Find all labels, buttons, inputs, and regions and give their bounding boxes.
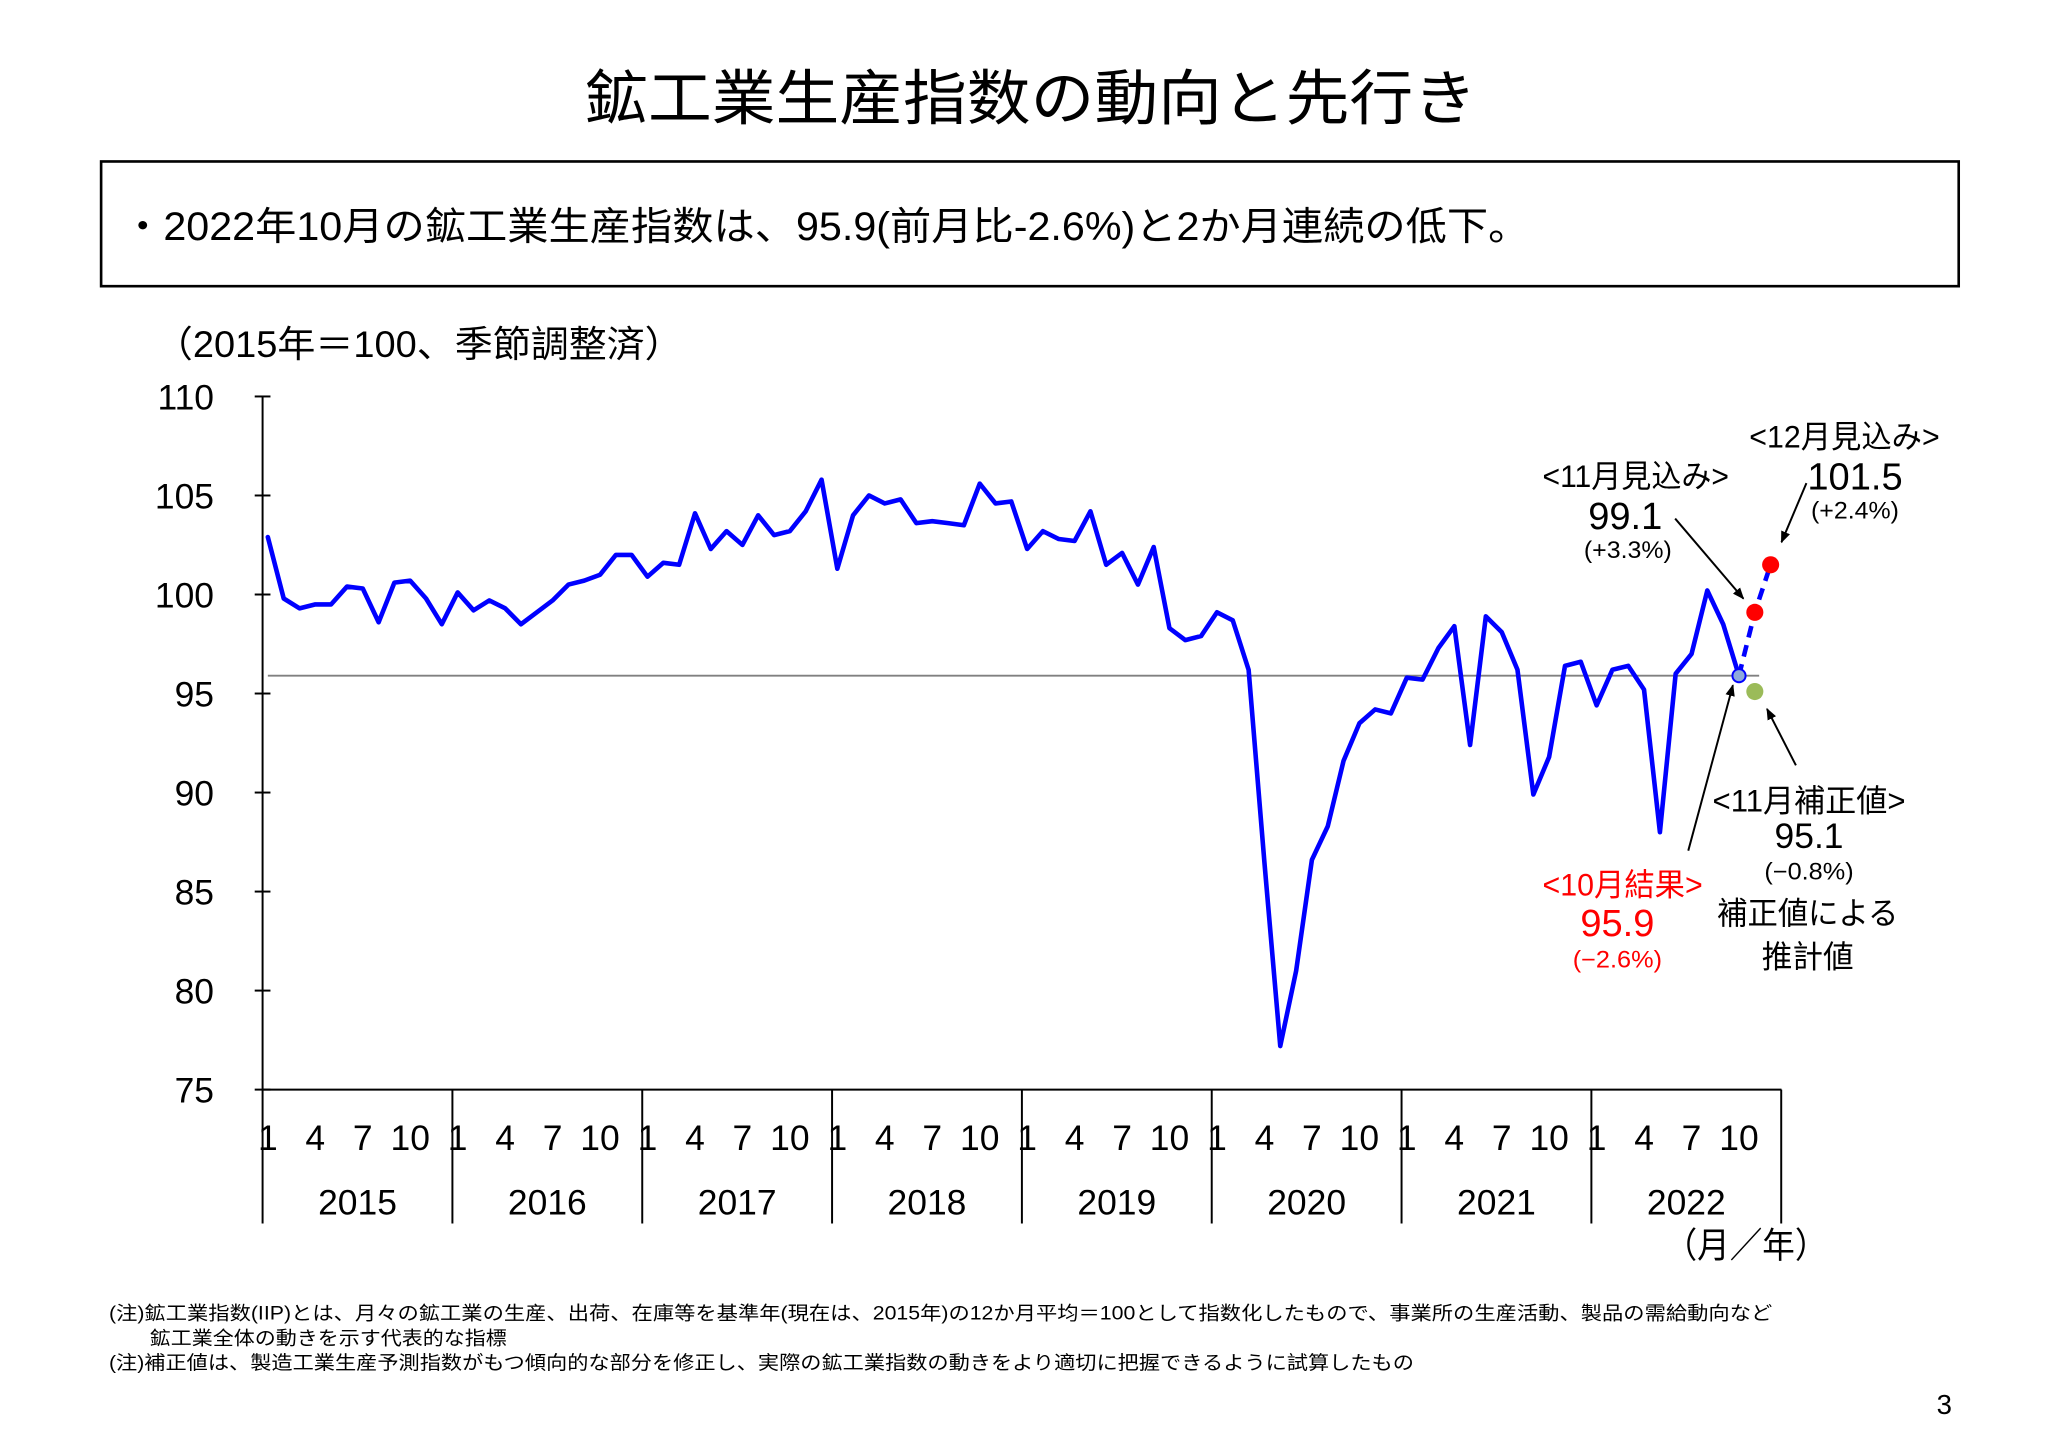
nov-corrected-arrow: [1766, 707, 1797, 766]
month-tick-label: 7: [922, 1118, 942, 1158]
year-label: 2022: [1647, 1182, 1726, 1222]
year-label: 2017: [698, 1182, 777, 1222]
y-axis-unit-note: （2015年＝100、季節調整済）: [155, 324, 683, 365]
footnote-line-3: (注)補正値は、製造工業生産予測指数がもつ傾向的な部分を修正し、実際の鉱工業指数…: [109, 1352, 1414, 1374]
month-tick-label: 4: [1444, 1118, 1464, 1158]
month-tick-label: 7: [733, 1118, 753, 1158]
oct-result-heading: <10月結果>: [1543, 866, 1703, 902]
dec-forecast-heading: <12月見込み>: [1749, 419, 1939, 455]
dec-forecast-value: 101.5: [1807, 457, 1902, 499]
x-axis-label: （月／年）: [1665, 1226, 1828, 1266]
summary-text: ・2022年10月の鉱工業生産指数は、95.9(前月比-2.6%)と2か月連続の…: [122, 205, 1529, 249]
month-tick-label: 10: [1340, 1118, 1379, 1158]
month-tick-label: 4: [1255, 1118, 1275, 1158]
projection-markers: [1731, 556, 1780, 701]
month-tick-label: 4: [1065, 1118, 1085, 1158]
y-tick-label: 110: [158, 378, 215, 418]
y-tick-label: 80: [175, 972, 214, 1012]
month-tick-label: 4: [685, 1118, 705, 1158]
y-tick-label: 95: [175, 675, 214, 715]
month-tick-label: 1: [1587, 1118, 1607, 1158]
data-point-marker: [1746, 683, 1764, 701]
nov-forecast-heading: <11月見込み>: [1543, 458, 1729, 494]
y-axis-ticks: 110 105 100 95 90 85 80 75: [155, 378, 271, 1111]
month-tick-label: 4: [1634, 1118, 1654, 1158]
month-tick-label: 10: [1529, 1118, 1568, 1158]
y-tick-label: 75: [175, 1071, 214, 1111]
y-tick-label: 85: [175, 873, 214, 913]
y-tick-label: 90: [175, 774, 214, 814]
footnote-line-1: (注)鉱工業指数(IIP)とは、月々の鉱工業の生産、出荷、在庫等を基準年(現在は…: [109, 1302, 1772, 1324]
y-tick-label: 105: [155, 477, 214, 517]
nov-forecast-value: 99.1: [1588, 496, 1662, 538]
month-tick-label: 1: [258, 1118, 278, 1158]
annotation-nov-corrected: <11月補正値> 95.1 (−0.8%) 補正値による 推計値: [1713, 707, 1906, 975]
annotation-dec-forecast: <12月見込み> 101.5 (+2.4%): [1749, 419, 1940, 544]
summary-box: [99, 160, 1961, 288]
month-tick-label: 1: [448, 1118, 468, 1158]
month-tick-label: 7: [1112, 1118, 1132, 1158]
y-tick-label: 100: [155, 576, 214, 616]
annotation-oct-result: <10月結果> 95.9 (−2.6%): [1543, 684, 1735, 974]
oct-result-arrow: [1687, 684, 1735, 851]
footnotes: (注)鉱工業指数(IIP)とは、月々の鉱工業の生産、出荷、在庫等を基準年(現在は…: [109, 1302, 1772, 1374]
month-tick-label: 7: [1492, 1118, 1512, 1158]
data-point-marker: [1746, 603, 1764, 621]
month-tick-label: 4: [875, 1118, 895, 1158]
dec-forecast-arrow: [1780, 482, 1808, 544]
data-point-marker: [1762, 556, 1780, 574]
month-tick-label: 4: [305, 1118, 325, 1158]
page-title: 鉱工業生産指数の動向と先行き: [584, 64, 1477, 132]
nov-forecast-change: (+3.3%): [1584, 538, 1672, 564]
year-label: 2019: [1077, 1182, 1156, 1222]
nov-corrected-note-line2: 推計値: [1762, 939, 1854, 975]
month-tick-label: 1: [638, 1118, 658, 1158]
nov-corrected-heading: <11月補正値>: [1713, 782, 1906, 818]
month-tick-label: 4: [495, 1118, 515, 1158]
year-label: 2021: [1457, 1182, 1536, 1222]
year-label: 2016: [508, 1182, 587, 1222]
footnote-line-2: 鉱工業全体の動きを示す代表的な指標: [150, 1327, 507, 1349]
nov-corrected-value: 95.1: [1775, 816, 1844, 856]
oct-result-value: 95.9: [1580, 903, 1654, 945]
oct-result-change: (−2.6%): [1573, 948, 1662, 974]
month-tick-label: 1: [1207, 1118, 1227, 1158]
month-tick-label: 1: [1017, 1118, 1037, 1158]
month-tick-label: 7: [543, 1118, 563, 1158]
month-tick-label: 10: [1719, 1118, 1758, 1158]
month-tick-label: 7: [1682, 1118, 1702, 1158]
nov-forecast-arrow: [1674, 517, 1745, 600]
nov-corrected-note-line1: 補正値による: [1717, 895, 1898, 931]
nov-corrected-change: (−0.8%): [1764, 860, 1853, 886]
month-tick-label: 10: [960, 1118, 999, 1158]
year-label: 2018: [888, 1182, 967, 1222]
page-number: 3: [1937, 1389, 1952, 1420]
series-line: [265, 477, 1742, 1049]
month-tick-label: 1: [827, 1118, 847, 1158]
month-tick-label: 1: [1397, 1118, 1417, 1158]
month-tick-label: 7: [353, 1118, 373, 1158]
annotation-nov-forecast: <11月見込み> 99.1 (+3.3%): [1543, 458, 1745, 600]
month-tick-label: 10: [1150, 1118, 1189, 1158]
month-tick-label: 10: [390, 1118, 429, 1158]
dec-forecast-change: (+2.4%): [1811, 499, 1899, 525]
year-label: 2020: [1267, 1182, 1346, 1222]
data-point-marker: [1731, 668, 1747, 684]
year-label: 2015: [318, 1182, 397, 1222]
month-tick-label: 10: [770, 1118, 809, 1158]
month-tick-label: 7: [1302, 1118, 1322, 1158]
month-tick-label: 10: [580, 1118, 619, 1158]
